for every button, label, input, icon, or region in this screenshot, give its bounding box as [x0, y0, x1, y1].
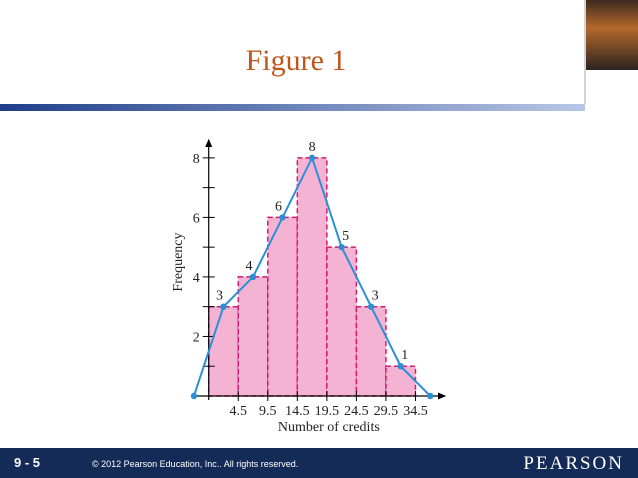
y-tick-label: 8: [193, 152, 200, 167]
polygon-point: [279, 214, 286, 221]
y-tick-label: 2: [193, 330, 200, 345]
data-label: 5: [342, 229, 349, 244]
polygon-point: [427, 392, 434, 400]
x-tick-label: 14.5: [285, 404, 310, 419]
x-tick-label: 34.5: [403, 404, 428, 419]
x-axis-label: Number of credits: [278, 420, 380, 435]
polygon-point: [397, 363, 404, 370]
bar: [296, 157, 328, 397]
bar: [355, 305, 387, 397]
copyright: © 2012 Pearson Education, Inc.. All righ…: [92, 459, 298, 469]
footer-bar: [0, 448, 638, 478]
header-photo: [586, 0, 638, 70]
slide-title: Figure 1: [246, 44, 347, 77]
bar: [267, 216, 299, 397]
polygon-point: [367, 303, 375, 310]
slide-number: 9 - 5: [14, 455, 40, 470]
y-axis-label: Frequency: [171, 232, 186, 291]
header-rule: [0, 104, 585, 111]
brand: PEARSON: [523, 453, 624, 474]
x-tick-label: 29.5: [374, 404, 399, 419]
polygon-point: [190, 392, 198, 400]
x-tick-label: 9.5: [259, 404, 277, 419]
data-label: 1: [401, 348, 408, 363]
x-tick-label: 24.5: [344, 404, 369, 419]
data-label: 3: [372, 289, 379, 304]
bar: [207, 305, 240, 397]
data-label: 6: [275, 199, 282, 214]
data-label: 4: [246, 259, 253, 274]
y-tick-label: 6: [193, 211, 200, 226]
polygon-point: [308, 154, 316, 162]
bar: [237, 276, 269, 397]
data-label: 3: [216, 289, 223, 304]
bar: [385, 365, 417, 397]
polygon-point: [220, 303, 227, 310]
bar: [326, 246, 358, 397]
data-label: 8: [309, 140, 316, 155]
y-tick-label: 4: [193, 271, 200, 286]
polygon-point: [338, 243, 345, 251]
x-tick-label: 4.5: [230, 404, 248, 419]
chart: 2 4 6 8 4.5 9.5 14.5 19.5 24.5 29.5 34.5 3 4 6 8 5 3 1 Num…: [171, 138, 447, 435]
polygon-point: [249, 273, 257, 281]
x-tick-label: 19.5: [315, 404, 340, 419]
